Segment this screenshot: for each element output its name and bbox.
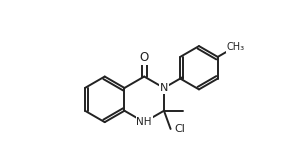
Text: N: N [160, 83, 168, 93]
Text: Cl: Cl [174, 124, 185, 134]
Text: O: O [140, 51, 149, 64]
Text: NH: NH [137, 117, 152, 127]
Text: CH₃: CH₃ [227, 42, 245, 52]
